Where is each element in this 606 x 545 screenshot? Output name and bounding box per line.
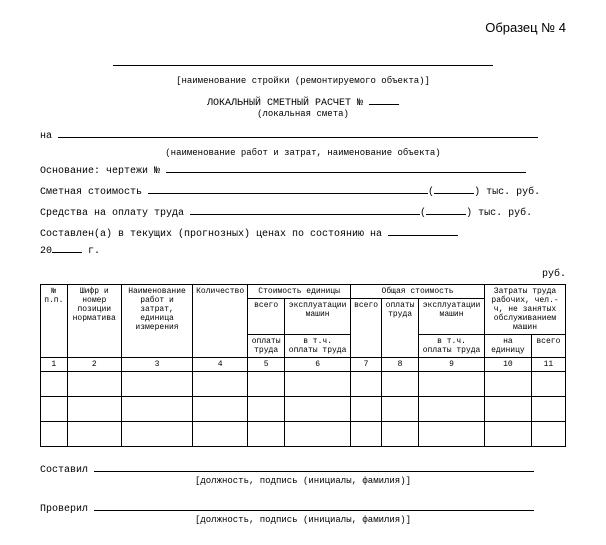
th-unit-expl: эксплуатации машин [285,299,351,335]
th-labor-all: всего [531,335,565,358]
sostavil-caption: [должность, подпись (инициалы, фамилия)] [40,476,566,486]
col-num-8: 8 [382,358,419,372]
th-unit-all: всего [248,299,285,335]
col-num-11: 11 [531,358,565,372]
top-fill-line [40,55,566,72]
th-tot-all: всего [351,299,382,358]
col-num-1: 1 [41,358,68,372]
sred-row: Средства на оплату труда () тыс. руб. [40,204,566,221]
table-row [41,422,566,447]
estimate-table: № п.п. Шифр и номер позиции норматива На… [40,284,566,447]
th-total-cost: Общая стоимость [351,285,485,299]
th-unit-cost: Стоимость единицы [248,285,351,299]
osnovanie-row: Основание: чертежи № [40,162,566,179]
th-name: Наименование работ и затрат, единица изм… [121,285,192,358]
table-row [41,397,566,422]
col-num-10: 10 [485,358,532,372]
th-labor: Затраты труда рабочих, чел.-ч, не заняты… [485,285,566,335]
na-row: на [40,127,566,144]
col-num-7: 7 [351,358,382,372]
sostavil-row: Составил [40,461,566,476]
col-num-4: 4 [193,358,248,372]
sostavlen-row: Составлен(а) в текущих (прогнозных) цена… [40,225,566,259]
th-tot-vtch: в т.ч. оплаты труда [419,335,485,358]
th-qty: Количество [193,285,248,358]
th-unit-pay: оплаты труда [248,335,285,358]
rub-label: руб. [40,269,566,280]
na-caption: (наименование работ и затрат, наименован… [40,148,566,158]
col-num-6: 6 [285,358,351,372]
col-num-5: 5 [248,358,285,372]
col-num-2: 2 [67,358,121,372]
proveril-row: Проверил [40,500,566,515]
smet-row: Сметная стоимость () тыс. руб. [40,183,566,200]
doc-title: ЛОКАЛЬНЫЙ СМЕТНЫЙ РАСЧЕТ № [40,94,566,109]
th-labor-unit: на единицу [485,335,532,358]
th-tot-expl: эксплуатации машин [419,299,485,335]
table-row [41,372,566,397]
proveril-caption: [должность, подпись (инициалы, фамилия)] [40,515,566,525]
th-unit-vtch: в т.ч. оплаты труда [285,335,351,358]
col-num-3: 3 [121,358,192,372]
doc-subtitle: (локальная смета) [40,109,566,119]
th-tot-pay: оплаты труда [382,299,419,358]
col-num-9: 9 [419,358,485,372]
sample-number: Образец № 4 [40,20,566,35]
th-code: Шифр и номер позиции норматива [67,285,121,358]
th-num: № п.п. [41,285,68,358]
top-line-caption: [наименование стройки (ремонтируемого об… [40,76,566,86]
